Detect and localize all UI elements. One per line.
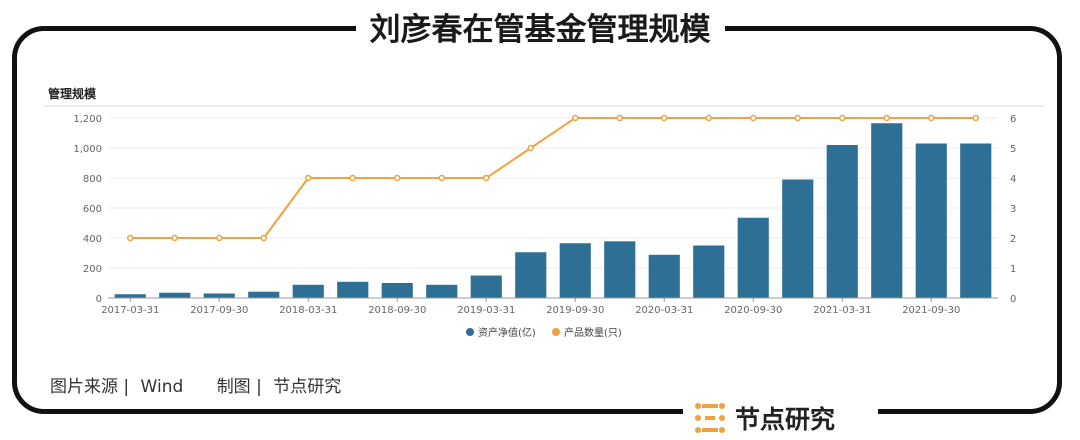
chart-panel: 管理规模 0 200 400 600 800 1,000 1,200 0 1 2 3 4 5 6 2017-0… [40,78,1046,346]
bar [337,281,369,298]
y-left-tick-label: 600 [83,204,102,215]
line-point [483,174,490,182]
legend-marker [552,328,560,336]
line-point [972,114,979,122]
bar [515,252,547,298]
y-right-tick-label: 5 [1010,144,1016,155]
x-tick-label: 2017-03-31 [101,305,159,316]
bar [915,143,947,298]
bar [559,243,591,298]
line-point [260,234,267,242]
brand: 节点研究 [683,398,878,438]
line-point [438,174,445,182]
line-point [661,114,668,122]
legend-label: 资产净值(亿) [478,326,536,339]
bar [248,291,280,298]
y-left-tick-label: 800 [83,174,102,185]
x-tick-label: 2021-09-30 [902,305,960,316]
y-left-tick-label: 1,200 [73,114,102,125]
line-point [305,174,312,182]
x-tick-label: 2019-09-30 [546,305,604,316]
bar [737,217,769,298]
y-right-tick-label: 3 [1010,204,1016,215]
bar [693,245,725,298]
x-tick-label: 2020-09-30 [724,305,782,316]
line-point [928,114,935,122]
brand-name: 节点研究 [735,405,836,434]
line-point [349,174,356,182]
bar [381,283,413,298]
headline: 刘彦春在管基金管理规模 [0,4,1080,49]
maker-label: 制图 | [216,377,262,397]
line-point [171,234,178,242]
bar [426,284,458,298]
x-tick-label: 2019-03-31 [457,305,515,316]
line-point [794,114,801,122]
x-tick-label: 2021-03-31 [813,305,871,316]
bar [648,254,680,298]
bar [114,294,146,298]
y-right-tick-label: 6 [1010,114,1016,125]
line-point [705,114,712,122]
chart-svg: 管理规模 0 200 400 600 800 1,000 1,200 0 1 2 3 4 5 6 2017-0… [44,86,1044,339]
source-value: Wind [140,377,184,397]
line-point [127,234,134,242]
x-tick-label: 2018-09-30 [368,305,426,316]
bar [826,145,858,298]
line-point [750,114,757,122]
bar [960,143,992,298]
line-point [527,144,534,152]
y-right-tick-label: 1 [1010,264,1016,275]
line-point [216,234,223,242]
line-point [572,114,579,122]
y-left-tick-label: 200 [83,264,102,275]
y-right-tick-label: 2 [1010,234,1016,245]
source-label: 图片来源 | [50,377,130,397]
bar [782,179,814,298]
y-right-tick-label: 4 [1010,174,1016,185]
bar [292,284,324,298]
product-count-line [130,117,976,239]
x-tick-label: 2020-03-31 [635,305,693,316]
x-tick-label: 2017-09-30 [190,305,248,316]
line-point [394,174,401,182]
line-point [883,114,890,122]
x-tick-label: 2018-03-31 [279,305,337,316]
chart-title: 管理规模 [48,86,97,101]
line-point [839,114,846,122]
grid-logo-icon [695,403,725,433]
bar [604,241,636,298]
y-left-tick-label: 400 [83,234,102,245]
bar [203,293,235,298]
y-left-tick-label: 0 [96,294,102,305]
bar [470,275,502,298]
legend-label: 产品数量(只) [564,326,622,339]
legend-marker [466,328,474,336]
y-right-tick-label: 0 [1010,294,1016,305]
maker-value: 节点研究 [273,377,342,397]
headline-text: 刘彦春在管基金管理规模 [355,12,725,48]
bar [871,123,903,298]
y-left-tick-label: 1,000 [73,144,102,155]
bar [159,292,191,298]
line-point [616,114,623,122]
source-line: 图片来源 | Wind 制图 | 节点研究 [50,372,347,397]
